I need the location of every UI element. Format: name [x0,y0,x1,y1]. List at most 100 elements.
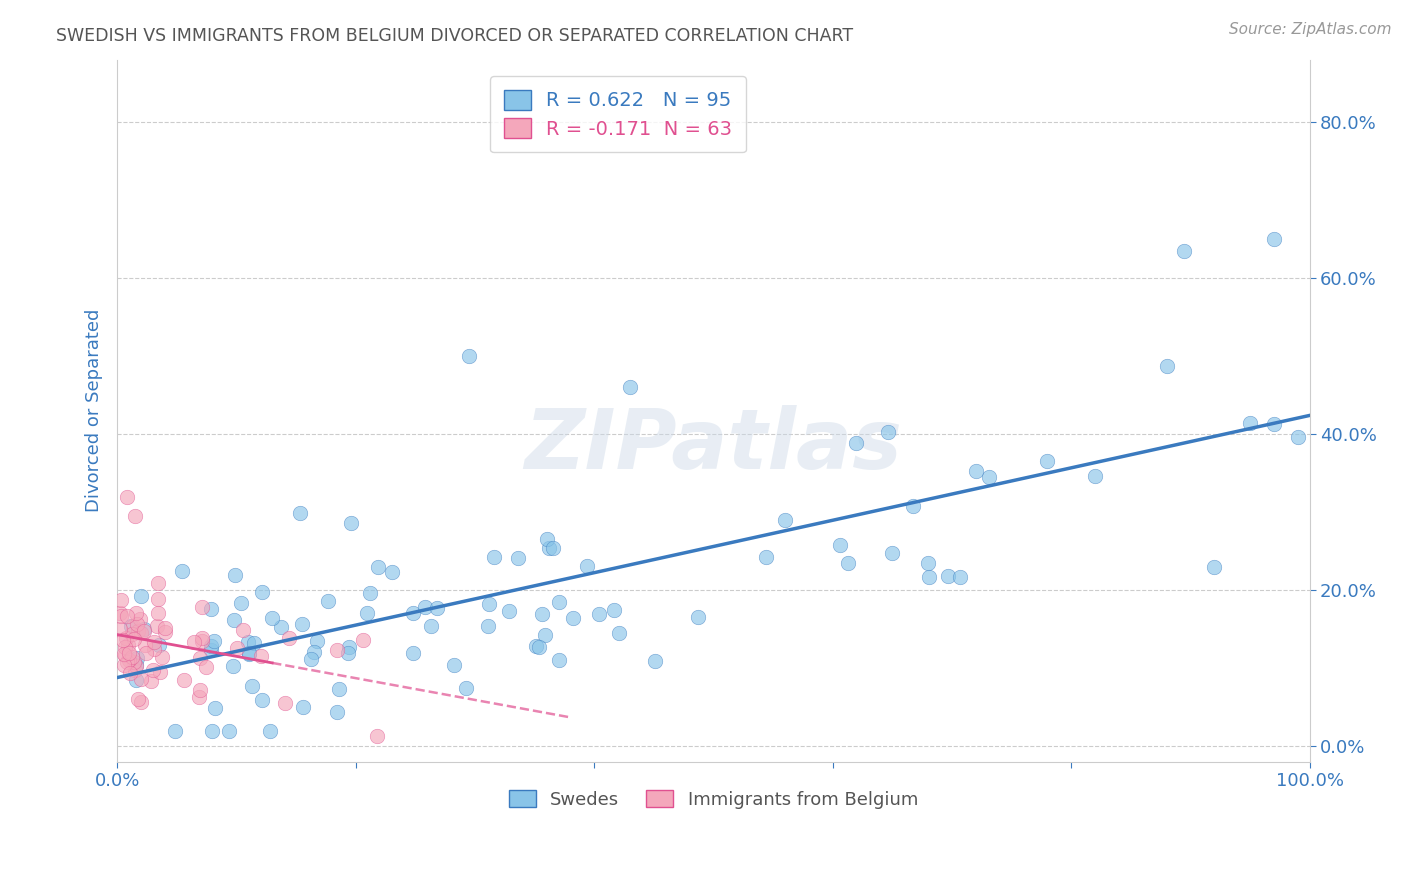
Point [352,632,374,647]
Point [619,380,641,394]
Point [127,692,149,706]
Point [200,643,222,657]
Point [115,655,138,669]
Point [143,641,166,656]
Text: ZIPatlas: ZIPatlas [524,405,903,486]
Point [454,681,477,695]
Point [1239,417,1261,431]
Point [110,593,132,607]
Point [548,595,571,609]
Point [122,618,145,632]
Point [125,673,148,687]
Point [129,626,152,640]
Point [882,546,904,560]
Point [291,616,314,631]
Point [240,679,263,693]
Point [537,541,560,555]
Point [359,586,381,600]
Point [190,599,212,614]
Point [1263,232,1285,246]
Point [122,632,145,647]
Point [134,638,156,652]
Point [218,723,240,738]
Point [1036,453,1059,467]
Point [114,648,136,663]
Point [108,606,131,620]
Point [146,575,169,590]
Point [125,650,148,665]
Point [1156,359,1178,373]
Point [326,643,349,657]
Point [547,653,569,667]
Point [120,619,142,633]
Point [965,464,987,478]
Point [201,723,224,738]
Point [316,594,339,608]
Point [477,619,499,633]
Point [127,624,149,639]
Point [420,619,443,633]
Point [402,606,425,620]
Point [141,674,163,689]
Point [125,606,148,620]
Point [561,611,583,625]
Point [112,658,135,673]
Point [1084,468,1107,483]
Point [124,508,146,523]
Point [575,559,598,574]
Point [204,701,226,715]
Point [118,646,141,660]
Point [153,621,176,635]
Point [524,639,547,653]
Point [131,695,153,709]
Point [1204,559,1226,574]
Point [270,620,292,634]
Point [238,646,260,660]
Point [128,612,150,626]
Point [125,659,148,673]
Point [115,632,138,646]
Point [688,610,710,624]
Point [110,608,132,623]
Point [250,693,273,707]
Text: SWEDISH VS IMMIGRANTS FROM BELGIUM DIVORCED OR SEPARATED CORRELATION CHART: SWEDISH VS IMMIGRANTS FROM BELGIUM DIVOR… [56,27,853,45]
Point [326,705,349,719]
Point [602,603,624,617]
Point [200,639,222,653]
Point [506,551,529,566]
Point [112,632,135,647]
Point [936,568,959,582]
Point [337,640,360,654]
Point [917,556,939,570]
Point [188,690,211,704]
Point [356,606,378,620]
Point [108,622,131,636]
Point [117,653,139,667]
Point [977,469,1000,483]
Point [443,658,465,673]
Point [299,652,322,666]
Point [231,596,253,610]
Point [644,654,666,668]
Point [117,638,139,652]
Point [949,570,972,584]
Point [121,627,143,641]
Point [191,631,214,645]
Point [183,635,205,649]
Point [194,660,217,674]
Point [328,681,350,696]
Point [541,541,564,555]
Y-axis label: Divorced or Separated: Divorced or Separated [86,309,103,512]
Point [339,516,361,530]
Point [132,622,155,636]
Point [129,590,152,604]
Point [534,628,557,642]
Point [260,610,283,624]
Point [238,648,260,662]
Point [125,657,148,672]
Point [458,349,481,363]
Point [413,599,436,614]
Point [1173,244,1195,258]
Point [478,597,501,611]
Point [259,723,281,738]
